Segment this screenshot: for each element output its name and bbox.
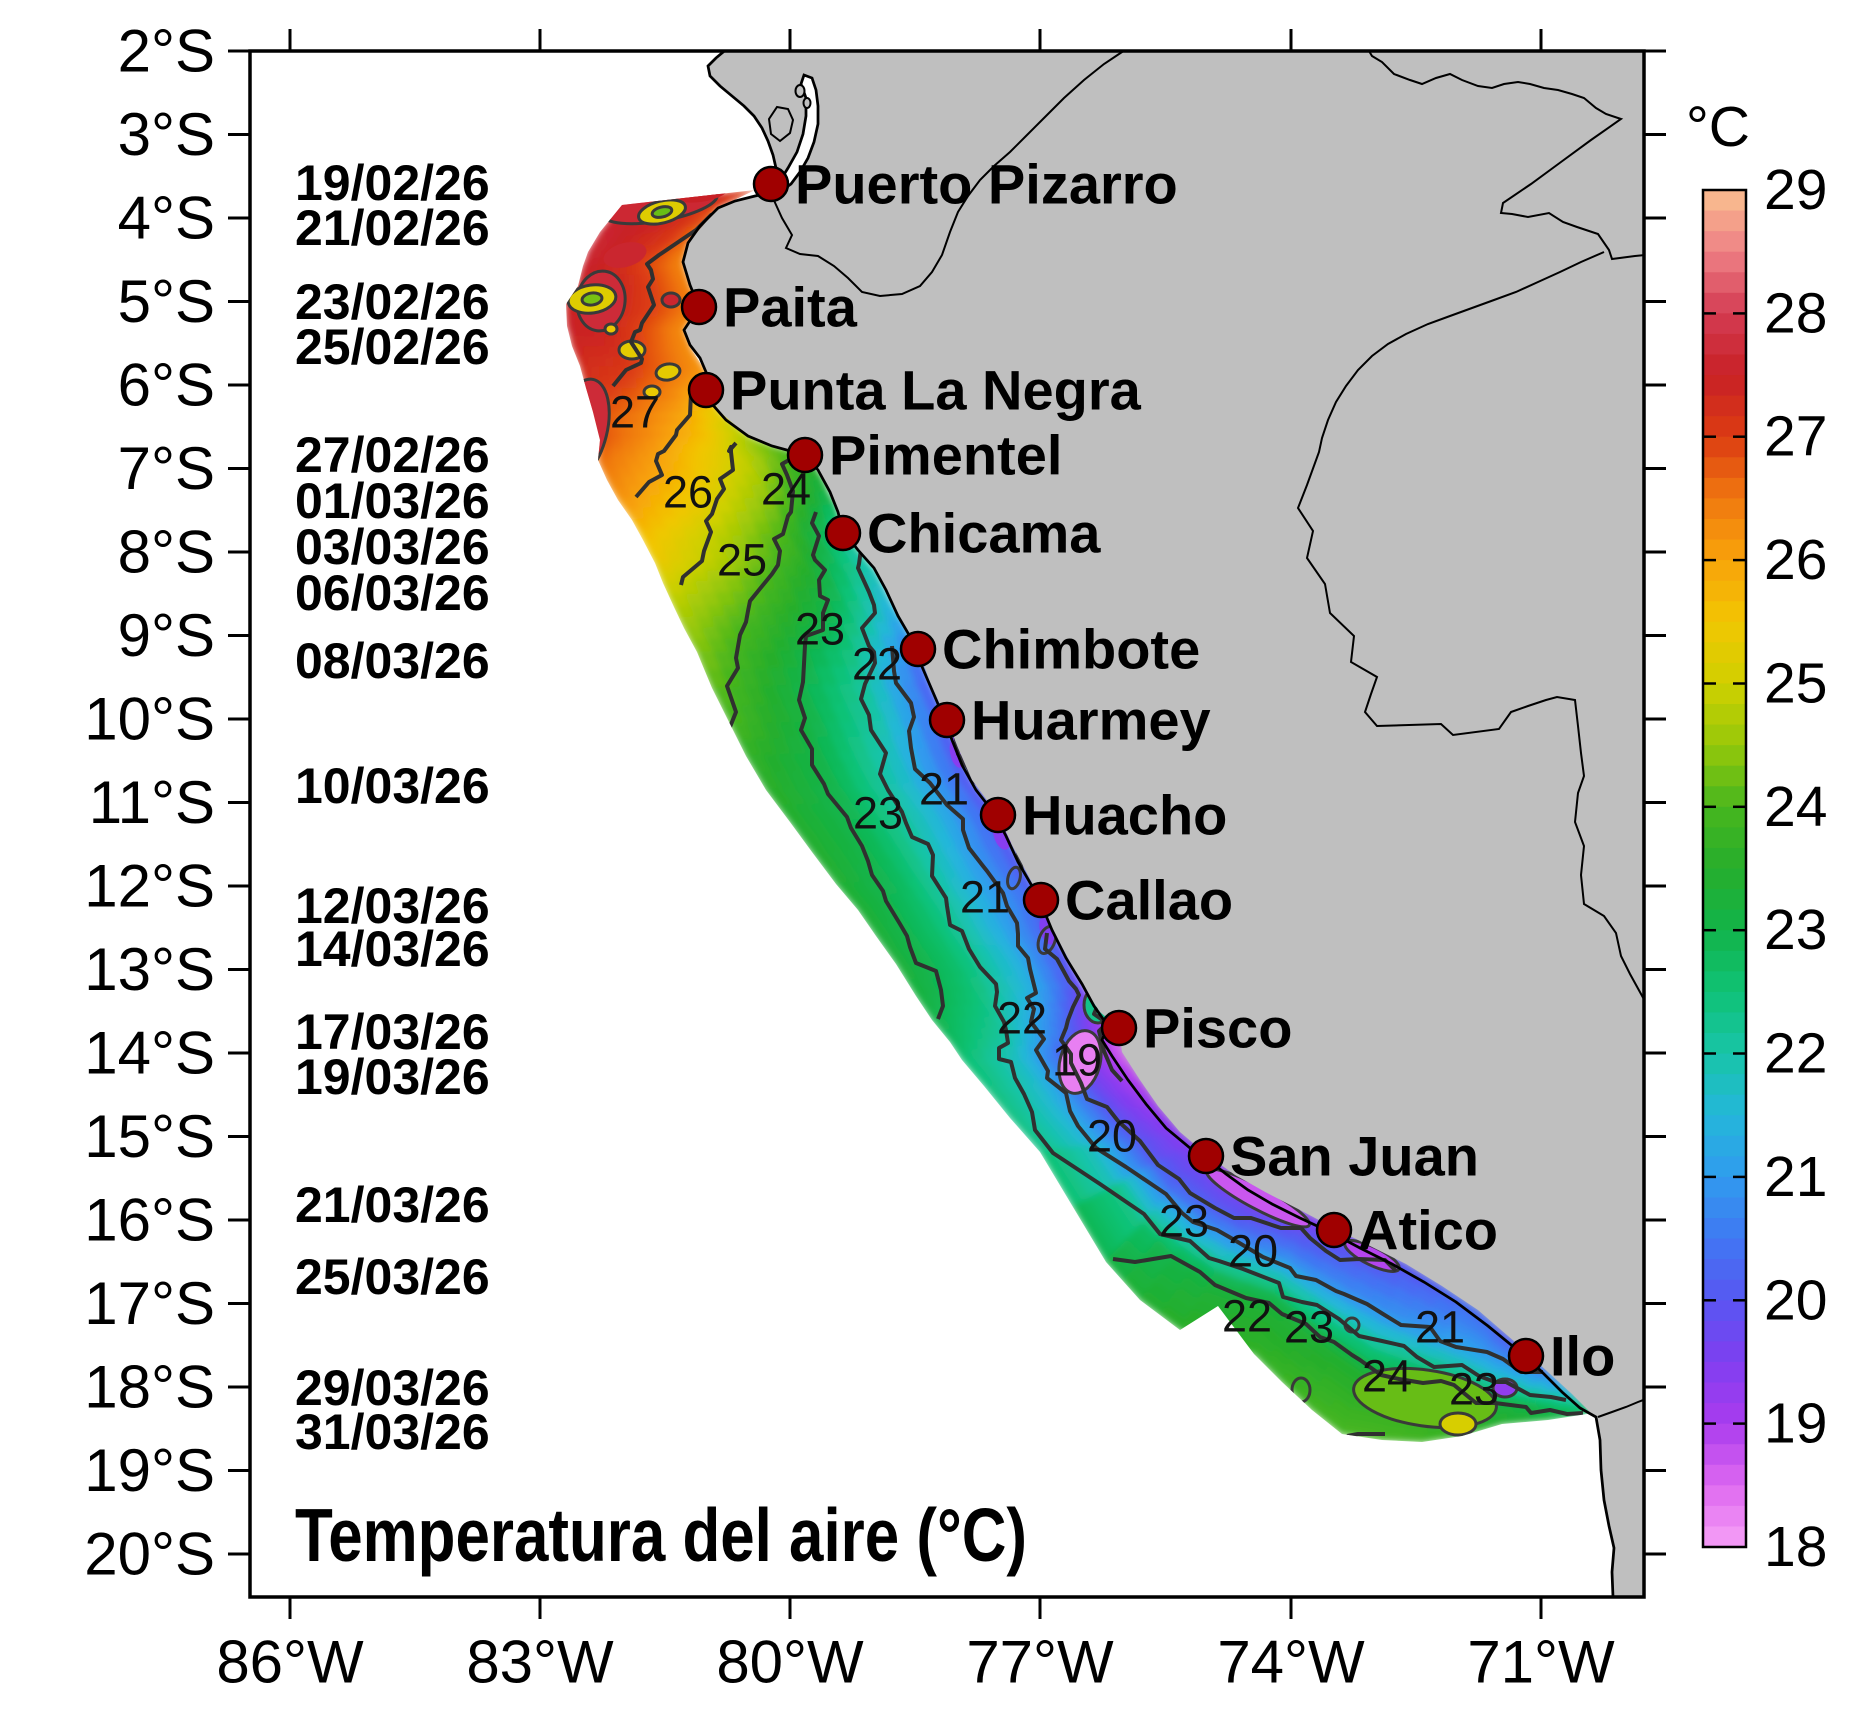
svg-text:19°S: 19°S [84, 1437, 215, 1504]
svg-text:21/02/26: 21/02/26 [295, 200, 490, 256]
svg-text:21: 21 [919, 764, 969, 815]
svg-text:7°S: 7°S [118, 435, 215, 502]
svg-text:01/03/26: 01/03/26 [295, 473, 490, 529]
svg-text:74°W: 74°W [1217, 1629, 1365, 1696]
svg-text:Paita: Paita [723, 276, 858, 339]
svg-text:22: 22 [997, 993, 1047, 1044]
svg-text:13°S: 13°S [84, 936, 215, 1003]
svg-text:27/02/26: 27/02/26 [295, 427, 490, 483]
svg-text:19/02/26: 19/02/26 [295, 155, 490, 211]
svg-text:San Juan: San Juan [1230, 1125, 1479, 1188]
svg-text:23: 23 [1764, 898, 1827, 962]
svg-text:06/03/26: 06/03/26 [295, 565, 490, 621]
svg-text:17/03/26: 17/03/26 [295, 1004, 490, 1060]
svg-text:Callao: Callao [1065, 869, 1233, 932]
svg-text:Atico: Atico [1358, 1199, 1498, 1262]
svg-text:29/03/26: 29/03/26 [295, 1360, 490, 1416]
svg-text:18°S: 18°S [84, 1354, 215, 1421]
svg-text:22: 22 [1764, 1022, 1827, 1086]
svg-text:16°S: 16°S [84, 1187, 215, 1254]
svg-text:24: 24 [1764, 775, 1827, 839]
svg-text:27: 27 [1764, 405, 1827, 469]
svg-text:71°W: 71°W [1467, 1629, 1615, 1696]
svg-text:19: 19 [1052, 1035, 1102, 1086]
svg-text:Temperatura del aire (°C): Temperatura del aire (°C) [295, 1493, 1027, 1577]
svg-text:14/03/26: 14/03/26 [295, 921, 490, 977]
svg-text:21: 21 [1415, 1302, 1465, 1353]
svg-text:25: 25 [717, 535, 767, 586]
svg-text:21: 21 [960, 872, 1010, 923]
svg-text:23: 23 [1449, 1364, 1499, 1415]
svg-text:12°S: 12°S [84, 853, 215, 920]
svg-text:22: 22 [852, 639, 902, 690]
svg-text:Chimbote: Chimbote [942, 618, 1200, 681]
svg-text:21/03/26: 21/03/26 [295, 1177, 490, 1233]
svg-text:24: 24 [1362, 1351, 1412, 1402]
svg-text:26: 26 [663, 467, 713, 518]
svg-text:31/03/26: 31/03/26 [295, 1404, 490, 1460]
svg-text:10/03/26: 10/03/26 [295, 758, 490, 814]
svg-text:5°S: 5°S [118, 268, 215, 335]
svg-text:11°S: 11°S [89, 769, 215, 836]
svg-text:21: 21 [1764, 1145, 1827, 1209]
svg-text:23: 23 [853, 788, 903, 839]
svg-text:Pisco: Pisco [1143, 997, 1292, 1060]
svg-text:28: 28 [1764, 281, 1827, 345]
svg-text:20°S: 20°S [84, 1521, 215, 1588]
svg-text:23: 23 [1284, 1302, 1334, 1353]
svg-text:03/03/26: 03/03/26 [295, 519, 490, 575]
svg-text:Pimentel: Pimentel [829, 424, 1062, 487]
svg-text:Huacho: Huacho [1022, 784, 1227, 847]
svg-text:25/02/26: 25/02/26 [295, 319, 490, 375]
svg-text:20: 20 [1764, 1268, 1827, 1332]
svg-text:19: 19 [1764, 1392, 1827, 1456]
svg-text:14°S: 14°S [84, 1020, 215, 1087]
svg-text:6°S: 6°S [118, 352, 215, 419]
svg-text:23/02/26: 23/02/26 [295, 274, 490, 330]
svg-text:Huarmey: Huarmey [971, 689, 1211, 752]
svg-text:80°W: 80°W [716, 1629, 864, 1696]
svg-text:4°S: 4°S [118, 185, 215, 252]
svg-text:15°S: 15°S [84, 1103, 215, 1170]
svg-text:10°S: 10°S [84, 686, 215, 753]
svg-text:26: 26 [1764, 528, 1827, 592]
svg-text:25/03/26: 25/03/26 [295, 1249, 490, 1305]
svg-text:22: 22 [1222, 1291, 1272, 1342]
svg-text:Puerto Pizarro: Puerto Pizarro [795, 153, 1178, 216]
svg-text:20: 20 [1087, 1111, 1137, 1162]
svg-text:17°S: 17°S [84, 1270, 215, 1337]
svg-text:23: 23 [1159, 1196, 1209, 1247]
svg-text:Ilo: Ilo [1550, 1325, 1615, 1388]
svg-text:83°W: 83°W [466, 1629, 614, 1696]
svg-text:2°S: 2°S [118, 18, 215, 85]
svg-text:27: 27 [610, 387, 660, 438]
svg-text:Chicama: Chicama [867, 502, 1101, 565]
svg-text:08/03/26: 08/03/26 [295, 633, 490, 689]
svg-text:°C: °C [1686, 95, 1750, 159]
svg-text:Punta La Negra: Punta La Negra [730, 359, 1142, 422]
svg-text:12/03/26: 12/03/26 [295, 878, 490, 934]
svg-text:20: 20 [1228, 1226, 1278, 1277]
svg-text:8°S: 8°S [118, 519, 215, 586]
svg-text:86°W: 86°W [216, 1629, 364, 1696]
svg-text:9°S: 9°S [118, 602, 215, 669]
svg-text:18: 18 [1764, 1515, 1827, 1579]
svg-text:23: 23 [795, 604, 845, 655]
svg-text:77°W: 77°W [966, 1629, 1114, 1696]
svg-text:19/03/26: 19/03/26 [295, 1049, 490, 1105]
svg-text:25: 25 [1764, 652, 1827, 716]
svg-text:29: 29 [1764, 158, 1827, 222]
svg-text:3°S: 3°S [118, 101, 215, 168]
